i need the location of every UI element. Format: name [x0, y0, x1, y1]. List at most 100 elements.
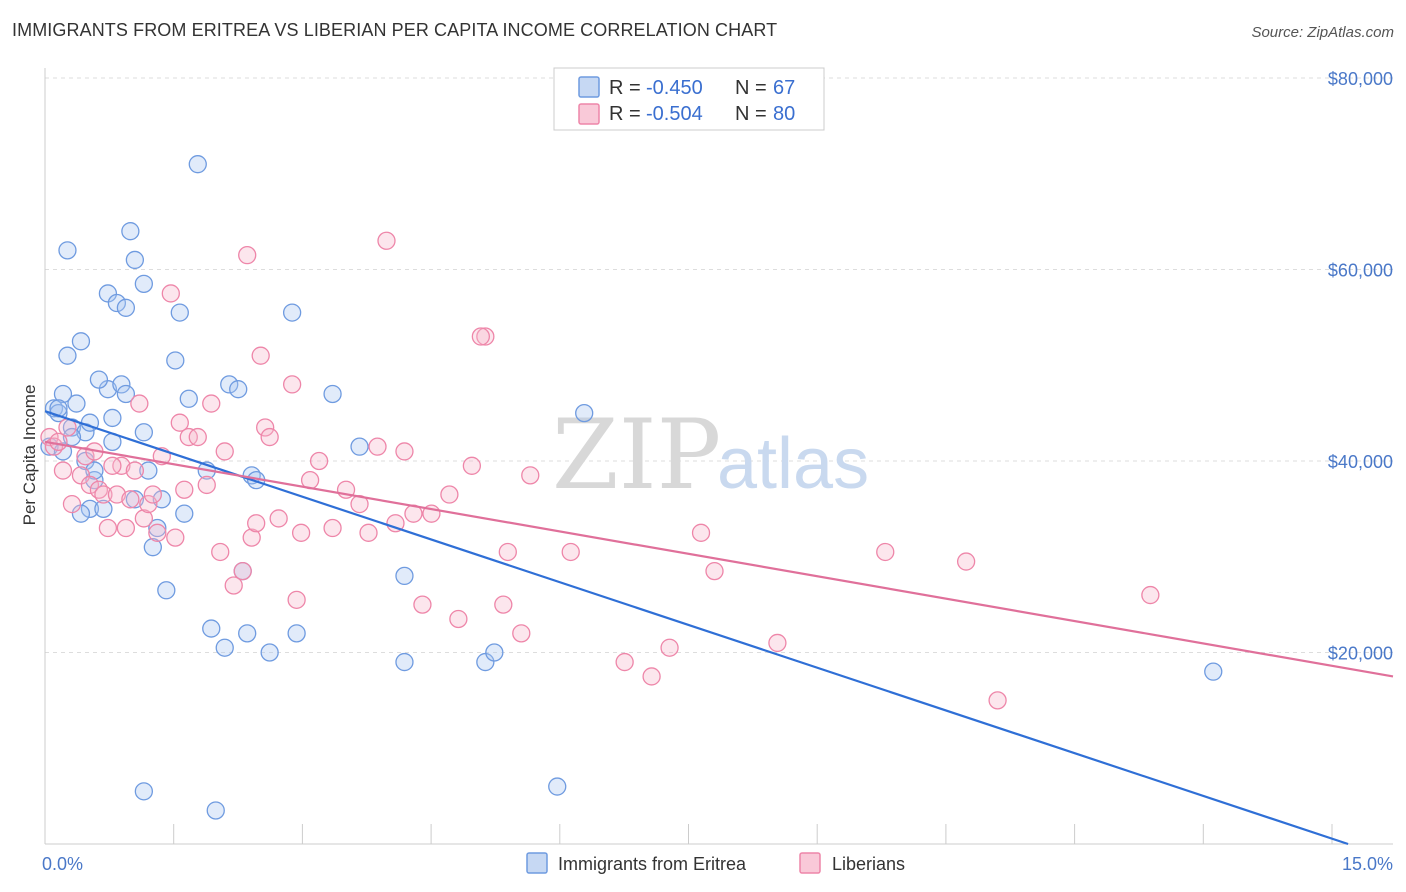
point-eritrea [125, 250, 145, 270]
point-liberians [494, 595, 513, 614]
point-eritrea [143, 538, 162, 557]
point-liberians [705, 561, 724, 581]
point-eritrea [282, 303, 302, 322]
legend-r-value-eritrea: -0.450 [646, 77, 703, 99]
point-liberians [476, 327, 495, 346]
legend-swatch-liberians [578, 103, 600, 125]
legend-n-label-eritrea: N = [735, 77, 767, 99]
point-liberians [224, 576, 243, 595]
point-eritrea [485, 643, 504, 662]
point-eritrea [395, 566, 414, 586]
point-liberians [233, 561, 252, 581]
point-liberians [512, 624, 531, 643]
point-liberians [125, 461, 145, 480]
point-eritrea [71, 332, 91, 351]
point-liberians [148, 523, 167, 542]
point-liberians [323, 518, 342, 538]
point-liberians [642, 667, 661, 686]
point-liberians [134, 509, 154, 528]
point-liberians [386, 514, 405, 533]
point-eritrea [1204, 662, 1223, 681]
point-liberians [130, 394, 149, 413]
point-liberians [256, 418, 275, 437]
watermark-zip: ZIP [552, 399, 721, 511]
y-tick-label: $80,000 [1328, 69, 1393, 89]
point-liberians [175, 480, 194, 499]
legend-swatch-eritrea [578, 76, 600, 98]
point-eritrea [116, 384, 136, 404]
point-eritrea [157, 581, 176, 600]
trend-line-eritrea [44, 410, 1349, 846]
point-eritrea [134, 782, 154, 801]
x-tick-label-min: 0.0% [42, 854, 83, 874]
point-liberians [242, 528, 261, 547]
point-eritrea [53, 442, 73, 461]
point-liberians [462, 456, 482, 475]
point-eritrea [260, 643, 279, 662]
point-eritrea [350, 437, 369, 456]
point-eritrea [80, 499, 100, 519]
point-liberians [413, 595, 432, 614]
point-liberians [395, 442, 414, 461]
point-liberians [260, 427, 279, 447]
axes [44, 68, 1393, 845]
point-liberians [103, 456, 122, 475]
point-liberians [768, 633, 787, 653]
point-liberians [287, 590, 306, 609]
point-liberians [143, 485, 162, 504]
point-liberians [238, 245, 257, 265]
point-liberians [98, 518, 118, 538]
point-eritrea [62, 418, 82, 437]
point-eritrea [148, 518, 167, 538]
point-eritrea [103, 408, 122, 428]
point-liberians [170, 413, 189, 432]
point-liberians [53, 461, 73, 480]
point-liberians [368, 437, 387, 456]
legend-n-value-liberians: 80 [773, 103, 795, 125]
point-eritrea [139, 461, 158, 480]
point-eritrea [215, 638, 234, 657]
point-liberians [691, 523, 711, 542]
point-eritrea [121, 222, 140, 241]
point-liberians [561, 542, 580, 562]
point-liberians [121, 490, 140, 509]
point-liberians [215, 442, 234, 461]
point-eritrea [67, 394, 86, 413]
point-eritrea [116, 298, 136, 317]
point-liberians [521, 466, 540, 485]
point-eritrea [287, 624, 306, 643]
point-eritrea [152, 490, 171, 509]
point-eritrea [229, 380, 248, 399]
point-eritrea [548, 777, 567, 796]
point-liberians [202, 394, 221, 413]
point-eritrea [53, 384, 73, 404]
point-eritrea [134, 423, 154, 442]
point-eritrea [112, 375, 131, 394]
point-liberians [197, 475, 216, 495]
point-liberians [107, 485, 127, 504]
point-eritrea [188, 155, 207, 174]
y-tick-label: $20,000 [1328, 644, 1393, 664]
legend-top: R = -0.450 N = 67 R = -0.504 N = 80 [553, 67, 825, 131]
trend-lines [44, 410, 1394, 846]
y-tick-labels: $20,000 $40,000 $60,000 $80,000 [1328, 69, 1393, 664]
y-tick-label: $60,000 [1328, 261, 1393, 281]
legend-n-label-liberians: N = [735, 103, 767, 125]
point-eritrea [175, 504, 194, 523]
x-tick-labels: 0.0% 15.0% [42, 854, 1393, 874]
source-label: Source: ZipAtlas.com [1251, 24, 1394, 41]
point-liberians [188, 427, 207, 447]
point-liberians [76, 447, 95, 466]
point-eritrea [238, 624, 257, 643]
point-liberians [116, 518, 136, 538]
watermark-atlas: atlas [717, 424, 869, 504]
point-liberians [291, 523, 311, 542]
point-eritrea [134, 274, 154, 294]
trend-line-liberians [44, 440, 1394, 678]
legend-n-value-eritrea: 67 [773, 77, 795, 99]
point-eritrea [170, 303, 189, 322]
chart-title: IMMIGRANTS FROM ERITREA VS LIBERIAN PER … [12, 20, 778, 40]
point-eritrea [323, 384, 342, 404]
point-eritrea [166, 351, 185, 370]
point-eritrea [58, 346, 77, 365]
